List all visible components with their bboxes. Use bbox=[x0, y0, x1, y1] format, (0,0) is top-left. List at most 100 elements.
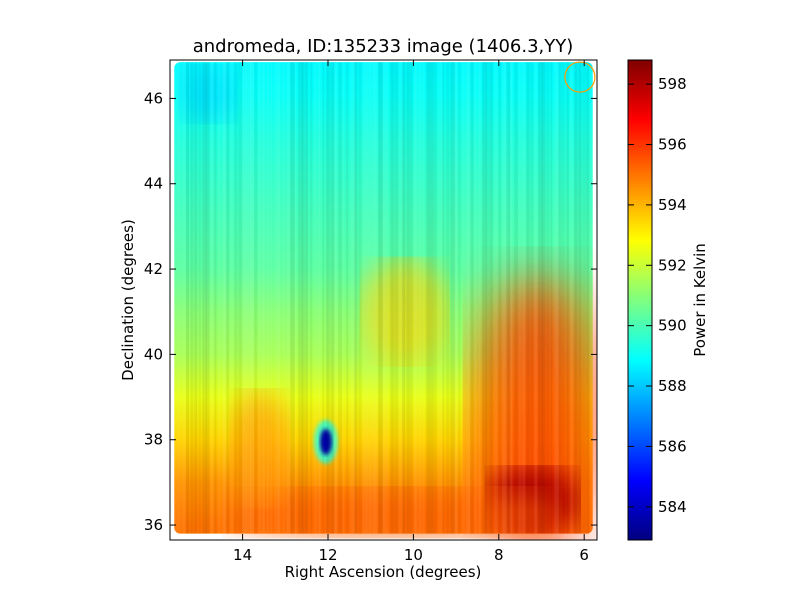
colorbar-tick-label: 592 bbox=[658, 256, 687, 274]
heatmap-streak bbox=[302, 62, 307, 534]
heatmap-streak bbox=[258, 62, 262, 534]
heatmap-streak bbox=[478, 62, 481, 534]
heatmap-streak bbox=[298, 62, 304, 534]
heatmap-streak bbox=[454, 62, 458, 534]
heatmap-streak bbox=[458, 62, 461, 534]
colorbar-label: Power in Kelvin bbox=[691, 243, 709, 357]
heatmap-streak bbox=[266, 62, 270, 534]
heatmap-streak bbox=[546, 62, 550, 534]
heatmap-streak bbox=[590, 62, 596, 534]
heatmap-streak bbox=[562, 62, 565, 534]
y-tick-label: 38 bbox=[144, 431, 163, 449]
heatmap-streak bbox=[438, 62, 443, 534]
heatmap-streak bbox=[338, 62, 343, 534]
heatmap-streak bbox=[322, 62, 325, 534]
heatmap-streak bbox=[286, 62, 291, 534]
heatmap-streak bbox=[518, 62, 522, 534]
heatmap-streak bbox=[574, 62, 578, 534]
heatmap-streak bbox=[382, 62, 387, 534]
x-axis-ticks: 14 12 10 8 6 bbox=[233, 60, 589, 564]
heatmap-streak bbox=[502, 62, 507, 534]
heatmap-streak bbox=[294, 62, 297, 534]
heatmap-stripes bbox=[174, 62, 596, 534]
heatmap-streak bbox=[354, 62, 358, 534]
heatmap-streak bbox=[570, 62, 573, 534]
heatmap-streak bbox=[586, 62, 590, 534]
feature-cold-spot bbox=[319, 428, 332, 455]
heatmap-streak bbox=[370, 62, 376, 534]
heatmap-streak bbox=[542, 62, 546, 534]
heatmap-streak bbox=[210, 62, 214, 534]
heatmap-streak bbox=[522, 62, 526, 534]
heatmap-streak bbox=[342, 62, 345, 534]
heatmap-streak bbox=[490, 62, 493, 534]
heatmap-streak bbox=[534, 62, 538, 534]
heatmap-streak bbox=[326, 62, 330, 534]
heatmap-streak bbox=[198, 62, 202, 534]
x-tick-label: 6 bbox=[579, 546, 589, 564]
heatmap-streak bbox=[426, 62, 431, 534]
x-tick-label: 8 bbox=[494, 546, 504, 564]
heatmap-streak bbox=[430, 62, 434, 534]
feature-warm-region bbox=[359, 256, 450, 367]
heatmap-streak bbox=[270, 62, 273, 534]
heatmap-streak bbox=[450, 62, 456, 534]
heatmap-streak bbox=[358, 62, 362, 534]
y-tick-label: 44 bbox=[144, 175, 163, 193]
heatmap-streak bbox=[394, 62, 399, 534]
heatmap-streak bbox=[262, 62, 265, 534]
heatmap-streak bbox=[470, 62, 474, 534]
heatmap-streak bbox=[482, 62, 487, 534]
heatmap-streak bbox=[278, 62, 281, 534]
heatmap-streak bbox=[514, 62, 518, 534]
heatmap-streak bbox=[474, 62, 477, 534]
x-tick-label: 14 bbox=[233, 546, 252, 564]
heatmap-streak bbox=[410, 62, 413, 534]
y-tick-label: 42 bbox=[144, 260, 163, 278]
heatmap-streak bbox=[378, 62, 383, 534]
heatmap-streak bbox=[182, 62, 186, 534]
colorbar-tick-label: 590 bbox=[658, 317, 687, 335]
heatmap-streak bbox=[530, 62, 534, 534]
heatmap-streak bbox=[446, 62, 450, 534]
heatmap-streak bbox=[330, 62, 335, 534]
heatmap-streak bbox=[506, 62, 511, 534]
heatmap-streak bbox=[194, 62, 198, 534]
heatmap-streak bbox=[218, 62, 221, 534]
heatmap-streak bbox=[510, 62, 513, 534]
heatmap-streak bbox=[578, 62, 582, 534]
heatmap-streak bbox=[538, 62, 543, 534]
heatmap-streak bbox=[550, 62, 553, 534]
colorbar-tick-label: 594 bbox=[658, 196, 687, 214]
colorbar-tick-label: 584 bbox=[658, 498, 687, 516]
heatmap-streak bbox=[526, 62, 530, 534]
heatmap-streak bbox=[178, 62, 182, 534]
heatmap-streak bbox=[202, 62, 207, 534]
heatmap-streak bbox=[498, 62, 502, 534]
heatmap-streak bbox=[334, 62, 338, 534]
y-tick-label: 46 bbox=[144, 89, 163, 107]
colorbar-tick-label: 596 bbox=[658, 136, 687, 154]
heatmap-streak bbox=[402, 62, 406, 534]
heatmap-streak bbox=[318, 62, 321, 534]
beam-circle-marker bbox=[564, 61, 596, 93]
heatmap-streak bbox=[386, 62, 389, 534]
heatmap-streak bbox=[406, 62, 411, 534]
heatmap-streak bbox=[554, 62, 560, 534]
y-tick-label: 36 bbox=[144, 516, 163, 534]
plot-area: 14 12 10 8 6 36 38 40 42 44 46 bbox=[144, 59, 598, 564]
heatmap-streak bbox=[486, 62, 491, 534]
heatmap-streak bbox=[366, 62, 371, 534]
heatmap-streak bbox=[414, 62, 418, 534]
colorbar-gradient bbox=[627, 59, 653, 541]
colorbar-tick-label: 598 bbox=[658, 75, 687, 93]
colorbar-tick-label: 586 bbox=[658, 437, 687, 455]
feature-top-cool bbox=[178, 64, 239, 125]
heatmap-streak bbox=[494, 62, 498, 534]
heatmap-streak bbox=[234, 62, 238, 534]
chart-title: andromeda, ID:135233 image (1406.3,YY) bbox=[193, 36, 574, 57]
heatmap-streak bbox=[242, 62, 247, 534]
heatmap-features bbox=[178, 64, 597, 540]
